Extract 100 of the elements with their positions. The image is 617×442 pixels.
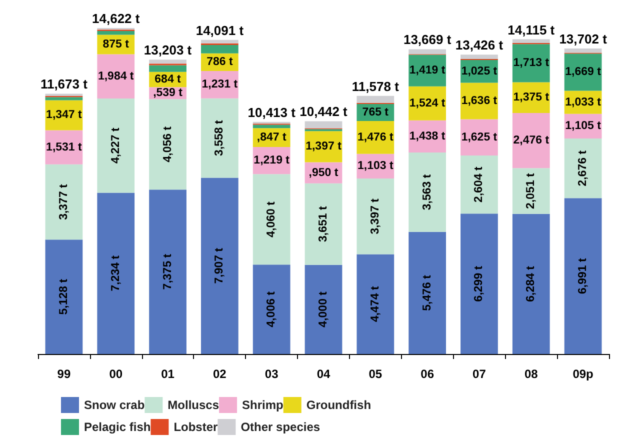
bar — [512, 44, 550, 82]
data-label: 5,476 t — [421, 274, 434, 311]
data-label: 1,524 t — [409, 97, 446, 110]
bar — [97, 54, 135, 98]
data-label: 2,051 t — [525, 172, 538, 209]
data-label: 1,033 t — [565, 96, 602, 108]
bar — [200, 40, 238, 44]
legend-label: Lobster — [174, 420, 218, 434]
bar — [356, 178, 394, 254]
legend-label: Snow crab — [84, 398, 145, 412]
bar — [252, 124, 290, 128]
data-label: 1,636 t — [461, 95, 498, 108]
data-label: 1,984 t — [98, 70, 134, 82]
data-label: 1,419 t — [409, 64, 446, 77]
bar — [252, 174, 290, 265]
data-label: 1,669 t — [565, 66, 602, 78]
bar — [200, 98, 238, 178]
data-label: 7,234 t — [110, 255, 122, 292]
data-label: ,950 t — [308, 166, 338, 179]
data-label: 3,377 t — [58, 184, 70, 220]
bar — [97, 98, 135, 193]
x-tick-label: 08 — [524, 367, 538, 381]
x-tick-label: 04 — [316, 367, 330, 381]
bar — [45, 240, 83, 354]
bar — [512, 39, 550, 44]
x-tick-label: 99 — [57, 367, 71, 381]
data-label: 3,651 t — [318, 206, 330, 242]
data-label: 7,907 t — [214, 248, 226, 284]
data-label: 4,474 t — [369, 286, 382, 322]
bar — [564, 138, 602, 198]
data-label: 1,531 t — [46, 141, 82, 154]
data-label: 3,397 t — [369, 198, 382, 234]
x-tick-label: 09p — [572, 367, 594, 381]
bar — [408, 49, 446, 54]
bar — [512, 112, 550, 168]
data-label: 6,299 t — [473, 266, 486, 302]
legend-label: Shrimp — [242, 398, 284, 412]
data-label: 875 t — [102, 38, 130, 50]
bar — [149, 65, 186, 72]
bar — [149, 60, 186, 64]
data-label: 4,056 t — [162, 126, 174, 162]
total-label: 10,442 t — [300, 104, 348, 120]
data-label: ,847 t — [256, 132, 286, 144]
data-label: 786 t — [206, 56, 233, 68]
data-label: 4,060 t — [266, 201, 278, 238]
x-tick-label: 06 — [420, 367, 434, 381]
data-label: 3,563 t — [421, 174, 434, 210]
data-label: 1,025 t — [461, 65, 498, 78]
data-label: 2,476 t — [513, 134, 550, 147]
data-label: 1,476 t — [358, 131, 394, 144]
bar — [45, 97, 83, 100]
x-tick-label: 02 — [213, 367, 227, 381]
data-label: 684 t — [154, 74, 182, 86]
total-label: 11,673 t — [40, 76, 88, 92]
data-label: 1,219 t — [254, 154, 290, 167]
total-label: 11,578 t — [352, 78, 400, 94]
legend-label: Molluscs — [168, 398, 220, 412]
data-label: 2,604 t — [473, 166, 486, 202]
legend-label: Other species — [240, 420, 320, 434]
bar — [408, 232, 446, 354]
bar — [564, 198, 602, 354]
bar — [304, 121, 342, 128]
bar — [200, 178, 238, 354]
total-label: 13,203 t — [144, 42, 192, 58]
bar — [460, 156, 498, 214]
bar — [304, 183, 342, 265]
data-label: 1,625 t — [461, 131, 498, 144]
data-label: 5,128 t — [58, 278, 70, 315]
bar — [564, 48, 602, 53]
x-tick-label: 00 — [109, 367, 123, 381]
data-label: 4,000 t — [318, 291, 330, 328]
data-label: 1,231 t — [202, 78, 238, 91]
bar — [408, 152, 446, 232]
bar — [356, 96, 394, 103]
data-label: 2,676 t — [577, 150, 590, 186]
x-tick-label: 07 — [472, 367, 486, 381]
bar — [460, 54, 498, 60]
x-tick-label: 05 — [368, 367, 382, 381]
bar — [149, 99, 186, 190]
legend-label: Pelagic fish — [84, 420, 151, 434]
total-label: 10,413 t — [248, 104, 296, 120]
bar — [97, 192, 135, 354]
data-label: 1,397 t — [306, 140, 342, 153]
x-tick-label: 03 — [264, 367, 279, 381]
total-label: 13,702 t — [559, 32, 608, 47]
bar — [356, 254, 394, 354]
x-tick-label: 01 — [161, 367, 175, 381]
data-label: 6,991 t — [577, 258, 590, 294]
data-label: 1,103 t — [358, 160, 394, 172]
total-label: 14,091 t — [196, 22, 244, 38]
data-label: ,539 t — [153, 87, 183, 100]
data-label: 1,713 t — [513, 57, 550, 70]
bar — [149, 190, 186, 354]
bar — [200, 44, 238, 54]
bar — [512, 214, 550, 354]
bar — [512, 168, 550, 214]
bar — [252, 264, 290, 354]
data-label: 6,284 t — [525, 266, 538, 302]
data-label: 7,375 t — [162, 254, 174, 290]
bar — [304, 264, 342, 354]
